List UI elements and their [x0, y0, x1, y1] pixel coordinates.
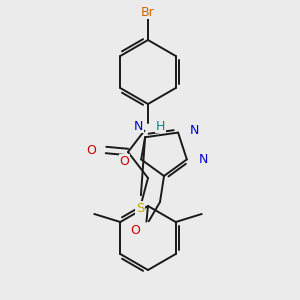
Text: N: N — [134, 119, 143, 133]
Text: Br: Br — [141, 5, 155, 19]
Text: O: O — [119, 155, 129, 168]
Text: H: H — [156, 119, 165, 133]
Text: N: N — [190, 124, 200, 137]
Text: O: O — [86, 143, 96, 157]
Text: O: O — [130, 224, 140, 236]
Text: N: N — [199, 153, 208, 166]
Text: S: S — [136, 202, 144, 214]
